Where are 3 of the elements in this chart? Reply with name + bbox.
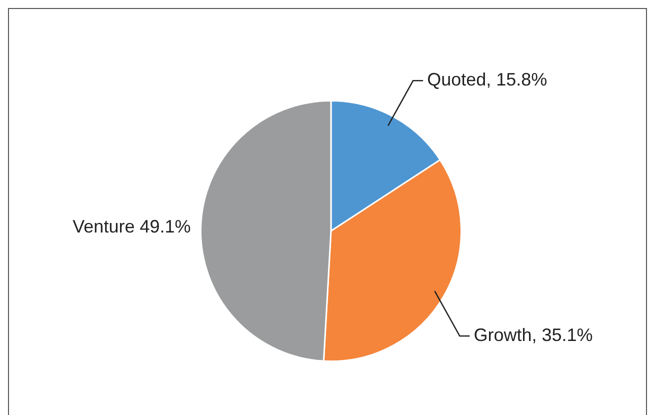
slice-label: Quoted, 15.8% bbox=[427, 70, 548, 90]
slice-label: Venture 49.1% bbox=[72, 216, 191, 236]
slice-label: Growth, 35.1% bbox=[474, 324, 593, 345]
